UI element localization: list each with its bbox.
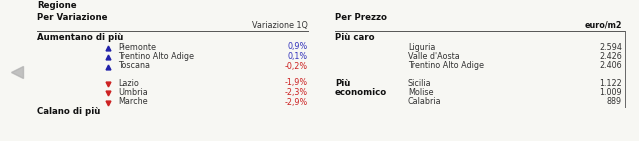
Text: Umbria: Umbria	[118, 88, 148, 97]
Text: Trentino Alto Adige: Trentino Alto Adige	[118, 52, 194, 61]
Text: Per Prezzo: Per Prezzo	[335, 13, 387, 22]
Text: 0,9%: 0,9%	[288, 42, 308, 51]
Text: -2,3%: -2,3%	[285, 88, 308, 97]
Text: -1,9%: -1,9%	[285, 79, 308, 88]
Text: Variazione 1Q: Variazione 1Q	[252, 21, 308, 30]
Text: 1.122: 1.122	[599, 79, 622, 88]
Text: Molise: Molise	[408, 88, 433, 97]
Text: Più caro: Più caro	[335, 33, 374, 42]
Text: 2.594: 2.594	[599, 42, 622, 51]
Text: Lazio: Lazio	[118, 79, 139, 88]
Text: Calabria: Calabria	[408, 97, 442, 106]
Text: 2.406: 2.406	[599, 61, 622, 70]
Text: Piemonte: Piemonte	[118, 42, 156, 51]
Text: 0,1%: 0,1%	[288, 52, 308, 61]
Text: Sicilia: Sicilia	[408, 79, 431, 88]
Text: euro/m2: euro/m2	[585, 21, 622, 30]
Text: -2,9%: -2,9%	[285, 97, 308, 106]
Text: Trentino Alto Adige: Trentino Alto Adige	[408, 61, 484, 70]
Text: Regione: Regione	[37, 1, 77, 10]
Text: Calano di più: Calano di più	[37, 107, 100, 116]
Text: 1.009: 1.009	[599, 88, 622, 97]
Text: -0,2%: -0,2%	[285, 61, 308, 70]
Text: Marche: Marche	[118, 97, 148, 106]
Text: Più: Più	[335, 79, 350, 88]
Text: 2.426: 2.426	[599, 52, 622, 61]
Text: Liguria: Liguria	[408, 42, 435, 51]
Text: 889: 889	[607, 97, 622, 106]
Text: Toscana: Toscana	[118, 61, 150, 70]
Text: Per Variazione: Per Variazione	[37, 13, 107, 22]
Text: Valle d'Aosta: Valle d'Aosta	[408, 52, 459, 61]
Text: economico: economico	[335, 88, 387, 97]
Text: Aumentano di più: Aumentano di più	[37, 33, 123, 42]
